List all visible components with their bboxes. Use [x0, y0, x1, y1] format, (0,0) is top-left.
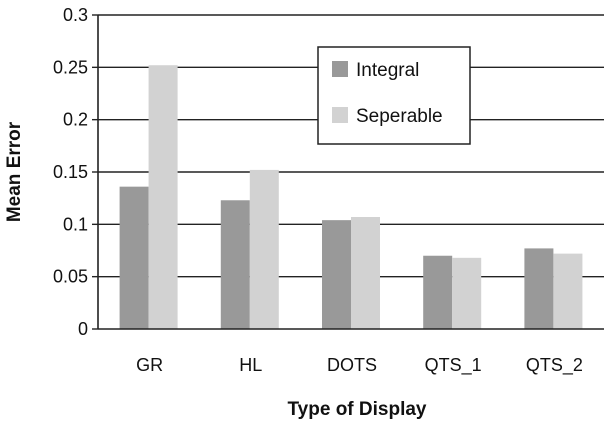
y-tick-label: 0.1	[63, 214, 88, 234]
y-tick-label: 0	[78, 319, 88, 339]
y-tick-label: 0.25	[53, 57, 88, 77]
bar-seperable-qts_1	[452, 257, 482, 329]
legend-label-integral: Integral	[356, 60, 419, 81]
y-tick-labels: 0 0.05 0.1 0.15 0.2 0.25 0.3	[53, 5, 98, 339]
legend-label-seperable: Seperable	[356, 106, 443, 127]
bar-integral-qts_2	[524, 248, 554, 329]
y-tick-label: 0.15	[53, 162, 88, 182]
y-tick-label: 0.3	[63, 5, 88, 25]
y-tick-label: 0.2	[63, 110, 88, 130]
legend-swatch-seperable	[332, 107, 348, 123]
y-tick-label: 0.05	[53, 267, 88, 287]
bar-integral-gr	[119, 186, 149, 329]
x-tick-label: QTS_1	[425, 355, 482, 376]
x-axis-title: Type of Display	[287, 399, 426, 420]
bar-seperable-gr	[148, 65, 178, 330]
legend: Integral Seperable	[317, 46, 471, 145]
y-axis-title: Mean Error	[4, 121, 25, 222]
bar-seperable-hl	[249, 169, 279, 329]
x-tick-label: GR	[136, 355, 163, 375]
x-tick-label: DOTS	[327, 355, 377, 375]
x-tick-label: HL	[239, 355, 262, 375]
bar-integral-hl	[220, 200, 250, 329]
bar-seperable-qts_2	[553, 253, 583, 329]
bars	[119, 65, 583, 330]
bar-integral-dots	[322, 220, 351, 329]
x-tick-label: QTS_2	[526, 355, 583, 376]
bar-integral-qts_1	[423, 255, 453, 329]
x-tick-labels: GR HL DOTS QTS_1 QTS_2	[136, 355, 583, 376]
bar-seperable-dots	[351, 217, 380, 329]
legend-swatch-integral	[332, 61, 348, 77]
